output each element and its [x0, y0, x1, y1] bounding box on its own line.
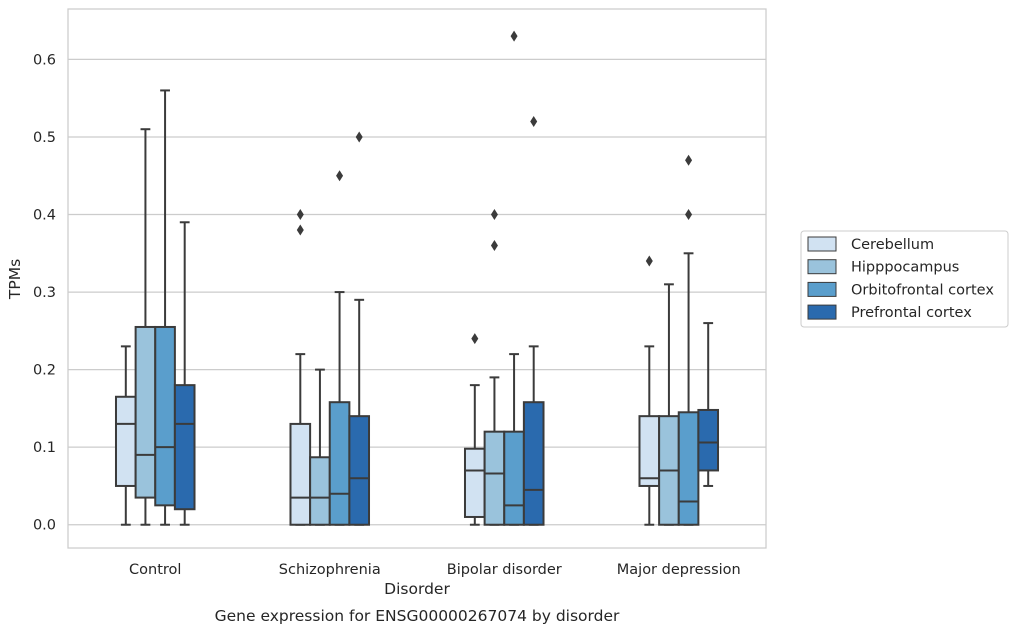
outlier-point — [296, 209, 304, 221]
box — [638, 415, 661, 487]
box — [348, 415, 371, 526]
legend-frame — [800, 230, 1009, 328]
outlier-point — [490, 240, 498, 252]
y-tick-label: 0.2 — [33, 363, 56, 379]
box — [328, 401, 351, 526]
y-tick-label: 0.0 — [33, 518, 56, 534]
series-prefrontal-cortex — [173, 115, 720, 526]
y-tick-label: 0.3 — [33, 285, 56, 301]
legend-swatch — [807, 236, 837, 252]
box — [309, 456, 331, 526]
box — [697, 408, 720, 472]
chart-caption: Gene expression for ENSG00000267074 by d… — [215, 607, 620, 625]
outlier-point — [530, 115, 538, 127]
outlier-point — [510, 30, 518, 42]
legend-items: Cerebellum Hipppocampus Orbitofrontal cort… — [807, 236, 994, 321]
box — [463, 447, 486, 518]
y-tick-label: 0.4 — [33, 208, 56, 224]
legend-label: Hipppocampus — [851, 260, 959, 276]
legend-label: Cerebellum — [851, 237, 934, 253]
box — [173, 384, 196, 511]
x-tick-label: Major depression — [617, 562, 741, 578]
x-tick-label: Control — [129, 562, 181, 578]
y-tick-labels: 0.0 0.1 0.2 0.3 0.4 0.5 0.6 — [33, 52, 56, 533]
box — [134, 325, 157, 499]
outlier-point — [296, 224, 304, 236]
outlier-point — [490, 209, 498, 221]
box — [114, 395, 137, 487]
box — [154, 325, 176, 507]
legend-swatch — [807, 259, 837, 275]
x-tick-label: Bipolar disorder — [447, 562, 562, 578]
box — [483, 430, 506, 526]
legend: Cerebellum Hipppocampus Orbitofrontal cort… — [800, 230, 1009, 328]
y-axis-title: TPMs — [6, 259, 24, 300]
legend-label: Prefrontal cortex — [851, 305, 972, 321]
box — [289, 422, 312, 526]
y-tick-label: 0.5 — [33, 130, 56, 146]
y-tick-label: 0.6 — [33, 52, 56, 68]
box — [503, 430, 525, 526]
outlier-point — [471, 333, 479, 345]
outlier-point — [685, 209, 693, 221]
outlier-point — [645, 255, 653, 267]
box-series — [114, 30, 720, 526]
legend-label: Orbitofrontal cortex — [851, 282, 994, 298]
series-hipppocampus — [134, 128, 680, 526]
y-tick-label: 0.1 — [33, 440, 56, 456]
box — [677, 411, 700, 526]
x-tick-label: Schizophrenia — [279, 562, 381, 578]
outlier-point — [685, 154, 693, 166]
x-tick-labels: Control Schizophrenia Bipolar disorder Majo… — [129, 562, 741, 578]
outlier-point — [355, 131, 363, 143]
legend-swatch — [807, 304, 837, 320]
x-axis-title: Disorder — [384, 580, 450, 598]
outlier-point — [336, 170, 344, 182]
legend-swatch — [807, 281, 837, 297]
box — [522, 401, 545, 526]
